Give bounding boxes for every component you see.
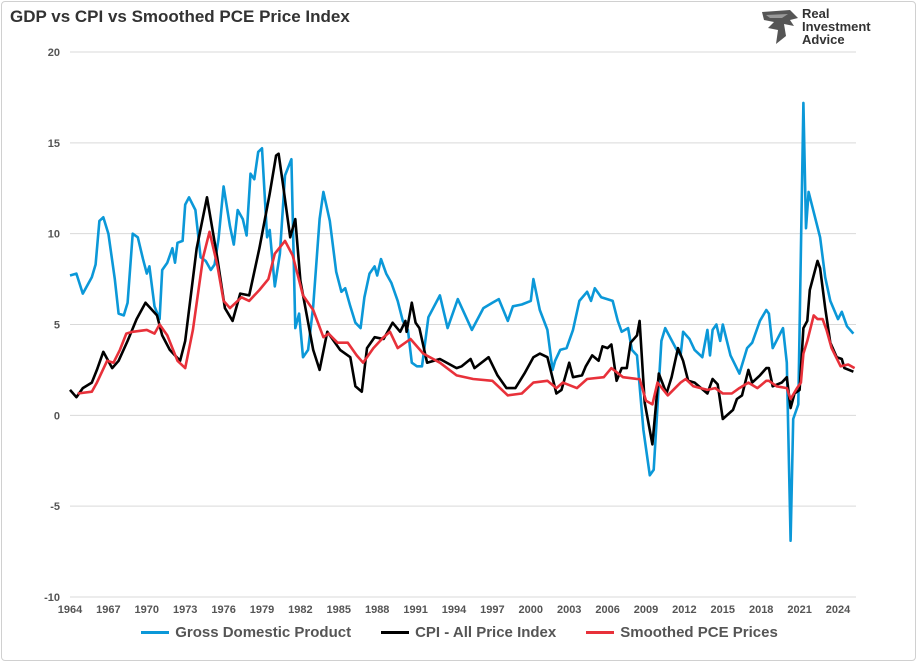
x-tick-label: 2024	[826, 604, 851, 616]
legend: Gross Domestic Product CPI - All Price I…	[0, 624, 919, 641]
gridlines	[70, 51, 856, 598]
x-tick-label: 1970	[135, 604, 159, 616]
legend-label-cpi: CPI - All Price Index	[415, 624, 557, 641]
legend-swatch-cpi	[381, 631, 410, 634]
x-tick-label: 1964	[58, 604, 83, 616]
x-tick-label: 1976	[211, 604, 235, 616]
x-tick-label: 1985	[327, 604, 351, 616]
x-tick-label: 1991	[403, 604, 427, 616]
legend-label-gdp: Gross Domestic Product	[175, 624, 352, 641]
y-tick-label: 10	[48, 229, 60, 241]
series-line-gdp	[69, 101, 855, 543]
x-tick-label: 2006	[595, 604, 619, 616]
y-tick-label: 15	[48, 138, 60, 150]
legend-swatch-pce	[586, 631, 615, 634]
x-tick-label: 2018	[749, 604, 773, 616]
y-tick-label: 20	[48, 47, 60, 59]
x-tick-label: 2003	[557, 604, 581, 616]
x-tick-label: 2009	[634, 604, 658, 616]
logo-line-2: Investment	[802, 19, 871, 34]
series-lines	[69, 101, 856, 543]
series-line-pce	[77, 230, 856, 406]
legend-item-pce: Smoothed PCE Prices	[586, 624, 778, 641]
x-tick-label: 1982	[288, 604, 312, 616]
y-tick-label: 0	[54, 410, 60, 422]
x-axis-ticks: 1964 1967 1970 1973 1976 1979 1982 1985 1988 1991…	[58, 604, 851, 616]
x-tick-label: 1994	[442, 604, 467, 616]
eagle-icon	[762, 10, 798, 44]
x-tick-label: 1979	[250, 604, 274, 616]
series-line-cpi	[69, 152, 854, 446]
y-tick-label: -10	[44, 592, 60, 604]
brand-logo: Real Investment Advice	[760, 6, 900, 50]
logo-line-1: Real	[802, 6, 830, 21]
logo-line-3: Advice	[802, 32, 845, 47]
x-tick-label: 2021	[787, 604, 811, 616]
x-tick-label: 2000	[519, 604, 543, 616]
legend-swatch-gdp	[141, 631, 170, 634]
legend-item-cpi: CPI - All Price Index	[381, 624, 556, 641]
x-tick-label: 2015	[711, 604, 735, 616]
legend-label-pce: Smoothed PCE Prices	[620, 624, 778, 641]
x-tick-label: 2012	[672, 604, 696, 616]
y-tick-label: -5	[50, 501, 60, 513]
chart-title: GDP vs CPI vs Smoothed PCE Price Index	[10, 7, 350, 26]
x-tick-label: 1988	[365, 604, 389, 616]
legend-item-gdp: Gross Domestic Product	[141, 624, 351, 641]
y-tick-label: 5	[54, 320, 60, 332]
y-axis-ticks: 20 15 10 5 0 -5 -10	[44, 47, 60, 604]
logo-text: Real Investment Advice	[802, 7, 871, 46]
x-tick-label: 1997	[480, 604, 504, 616]
x-tick-label: 1973	[173, 604, 197, 616]
x-tick-label: 1967	[96, 604, 120, 616]
